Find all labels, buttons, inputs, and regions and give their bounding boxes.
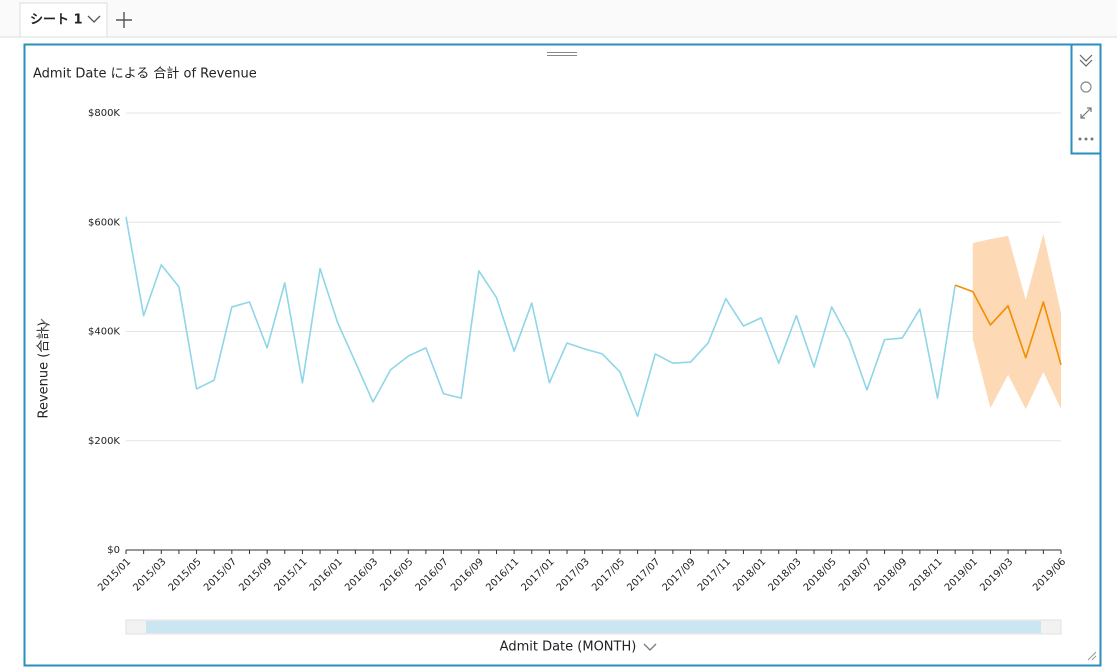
x-axis-menu-icon[interactable]	[643, 643, 657, 651]
tab-label[interactable]: シート 1	[30, 13, 83, 28]
scrollbar-thumb[interactable]	[146, 621, 1041, 633]
settings-icon[interactable]	[1080, 81, 1092, 93]
tab-menu-icon[interactable]	[87, 15, 101, 23]
y-tick-label: $600K	[88, 217, 120, 228]
y-tick-label: $400K	[88, 327, 120, 338]
expand-icon[interactable]	[1080, 107, 1092, 119]
visual-menu	[1070, 43, 1102, 155]
more-icon[interactable]	[1078, 137, 1094, 141]
add-tab-icon[interactable]	[116, 12, 132, 28]
x-axis-label[interactable]: Admit Date (MONTH)	[500, 640, 637, 655]
chart-title: Admit Date による 合計 of Revenue	[33, 66, 257, 82]
y-axis-menu-icon[interactable]	[40, 318, 48, 332]
y-axis-label[interactable]: Revenue (合計)	[36, 322, 52, 419]
y-tick-label: $800K	[88, 108, 120, 119]
series-line	[954, 284, 1062, 366]
y-tick-label: $200K	[88, 436, 120, 447]
y-tick-label: $0	[107, 545, 120, 556]
collapse-icon[interactable]	[1079, 54, 1093, 67]
series-line	[125, 216, 956, 417]
drag-handle[interactable]	[547, 52, 577, 56]
resize-handle[interactable]	[1087, 651, 1097, 661]
forecast-band	[972, 233, 1061, 410]
tab-bar	[0, 0, 1117, 37]
